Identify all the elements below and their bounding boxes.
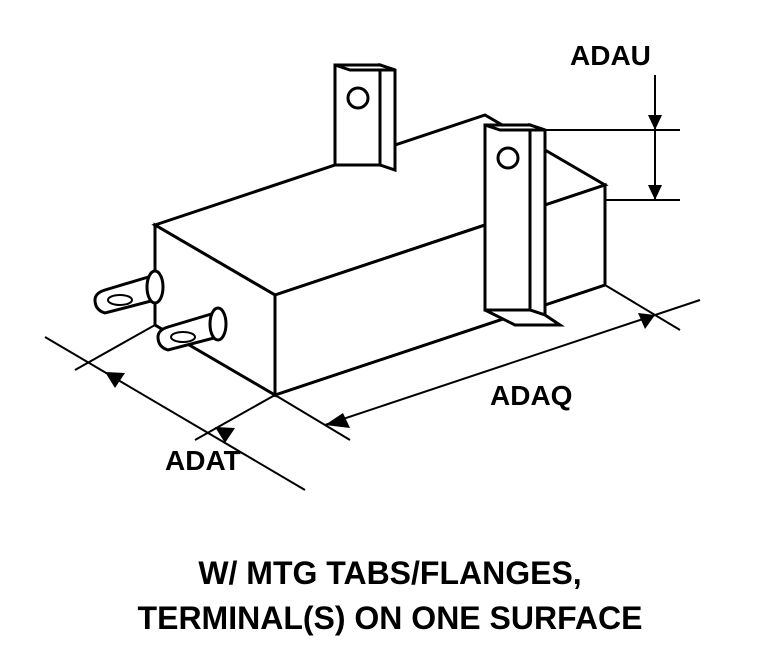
label-adat: ADAT: [165, 445, 241, 477]
mounting-tab-rear: [335, 65, 395, 170]
caption-line-2: TERMINAL(S) ON ONE SURFACE: [0, 600, 780, 637]
label-adaq: ADAQ: [490, 380, 572, 412]
label-adau: ADAU: [570, 40, 651, 72]
terminal-1: [95, 271, 163, 313]
caption-line-1: W/ MTG TABS/FLANGES,: [0, 555, 780, 592]
